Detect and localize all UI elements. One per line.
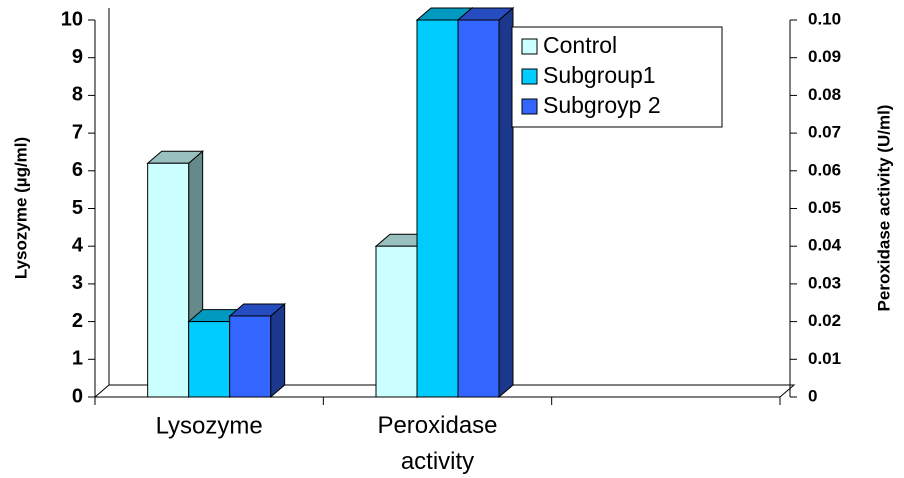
legend-swatch bbox=[521, 68, 538, 85]
y-tick-label: 7 bbox=[72, 121, 83, 143]
bar bbox=[147, 162, 190, 398]
bar-side bbox=[498, 6, 514, 399]
legend-swatch bbox=[521, 98, 538, 115]
y-axis-title: Lysozyme (µg/ml) bbox=[11, 137, 30, 279]
legend-label: Subgroyp 2 bbox=[543, 92, 661, 118]
bar bbox=[375, 245, 418, 398]
y-tick-label: 0 bbox=[72, 385, 83, 407]
y2-tick-label: 0.01 bbox=[808, 349, 841, 368]
bar-side bbox=[270, 302, 286, 399]
y2-tick-label: 0.02 bbox=[808, 311, 841, 330]
y2-tick-label: 0.10 bbox=[808, 9, 841, 28]
y2-tick-label: 0.07 bbox=[808, 123, 841, 142]
y-tick-label: 3 bbox=[72, 272, 83, 294]
legend-label: Control bbox=[543, 32, 617, 58]
y2-tick-label: 0.05 bbox=[808, 198, 841, 217]
bar bbox=[457, 19, 500, 398]
x-tick-label: Lysozyme bbox=[156, 412, 263, 439]
y-tick-label: 1 bbox=[72, 348, 83, 370]
y2-tick-label: 0.03 bbox=[808, 273, 841, 292]
y2-axis-title: Peroxidase activity (U/ml) bbox=[874, 105, 893, 312]
y2-tick-label: 0.04 bbox=[808, 236, 842, 255]
legend-box bbox=[511, 26, 723, 128]
y-tick-label: 8 bbox=[72, 84, 83, 106]
y-tick-label: 6 bbox=[72, 159, 83, 181]
legend-label: Subgroup1 bbox=[543, 62, 656, 88]
y2-tick-label: 0.08 bbox=[808, 85, 841, 104]
bar bbox=[416, 19, 459, 398]
x-tick-label: Peroxidase activity bbox=[377, 412, 497, 475]
y-tick-label: 9 bbox=[72, 46, 83, 68]
bar bbox=[188, 321, 231, 398]
y-tick-label: 2 bbox=[72, 310, 83, 332]
y-tick-label: 10 bbox=[61, 8, 83, 30]
legend-swatch bbox=[521, 38, 538, 55]
y2-tick-label: 0.09 bbox=[808, 47, 841, 66]
y-tick-label: 4 bbox=[72, 234, 84, 256]
y-tick-label: 5 bbox=[72, 197, 83, 219]
y2-tick-label: 0.06 bbox=[808, 160, 841, 179]
bar bbox=[229, 315, 272, 398]
y2-tick-label: 0 bbox=[808, 386, 817, 405]
